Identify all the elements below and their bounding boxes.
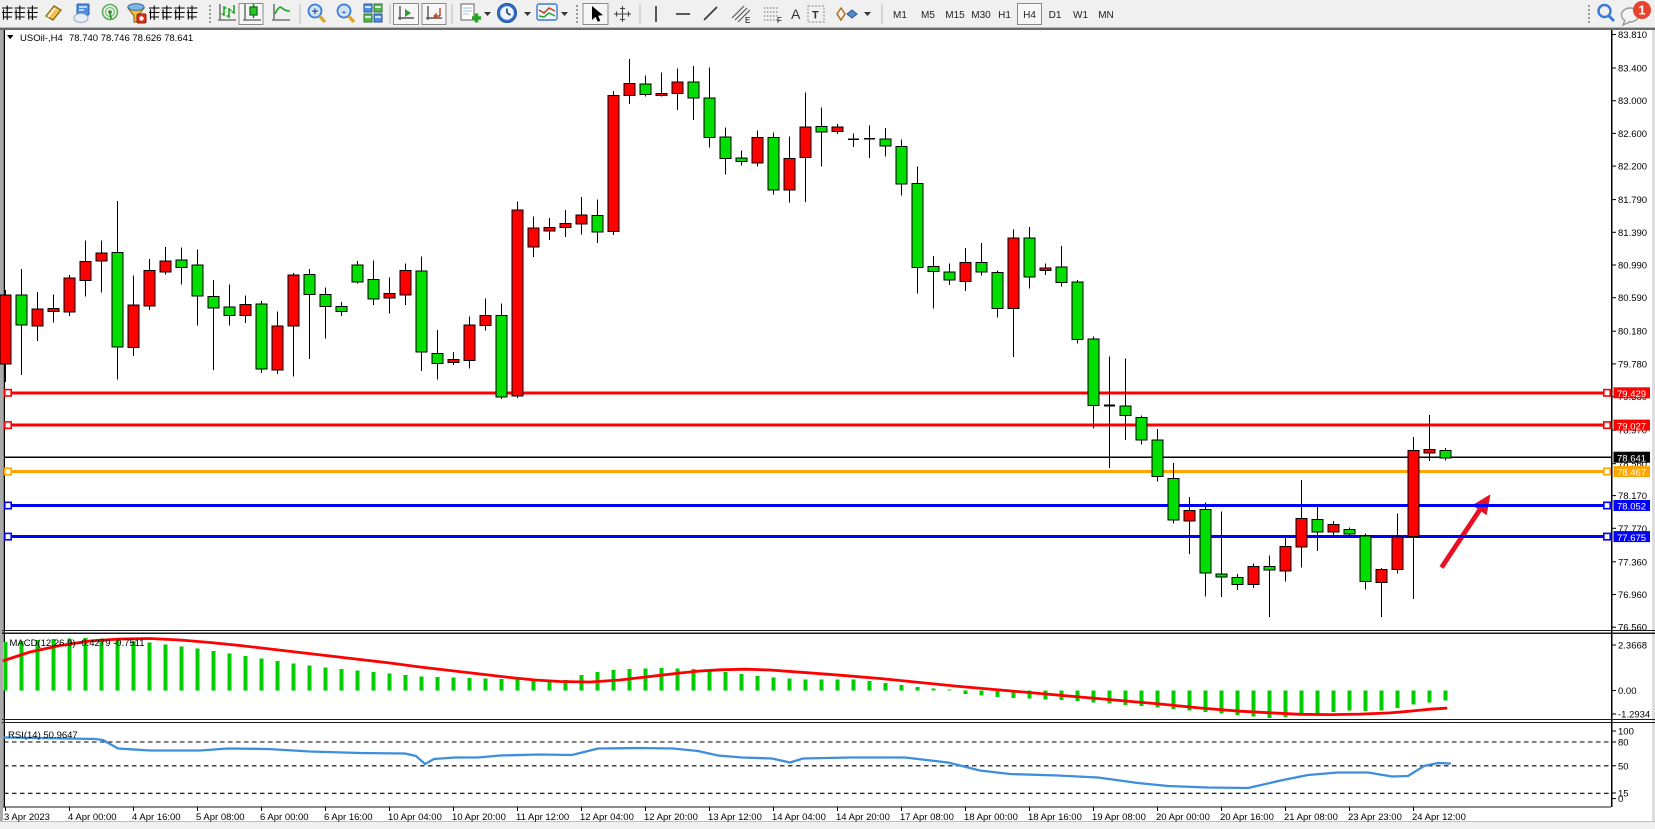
svg-text:24 Apr 12:00: 24 Apr 12:00: [1412, 812, 1466, 823]
svg-text:MACD(12,26,9) -0.4279 -0.7511: MACD(12,26,9) -0.4279 -0.7511: [10, 638, 145, 649]
svg-text:4 Apr 16:00: 4 Apr 16:00: [132, 812, 181, 823]
svg-text:76.560: 76.560: [1618, 623, 1647, 634]
svg-text:12 Apr 20:00: 12 Apr 20:00: [644, 812, 698, 823]
svg-text:83.400: 83.400: [1618, 64, 1647, 75]
svg-text:D1: D1: [1049, 10, 1062, 21]
svg-text:76.960: 76.960: [1618, 590, 1647, 601]
svg-text:13 Apr 12:00: 13 Apr 12:00: [708, 812, 762, 823]
svg-text:83.810: 83.810: [1618, 30, 1647, 41]
svg-text:18 Apr 16:00: 18 Apr 16:00: [1028, 812, 1082, 823]
svg-text:79.429: 79.429: [1617, 389, 1646, 400]
svg-text:M1: M1: [893, 10, 907, 21]
svg-text:MN: MN: [1098, 10, 1114, 21]
svg-text:10 Apr 04:00: 10 Apr 04:00: [388, 812, 442, 823]
svg-text:100: 100: [1618, 727, 1634, 738]
svg-text:78.052: 78.052: [1617, 502, 1646, 513]
svg-text:82.200: 82.200: [1618, 162, 1647, 173]
svg-text:12 Apr 04:00: 12 Apr 04:00: [580, 812, 634, 823]
svg-text:20 Apr 00:00: 20 Apr 00:00: [1156, 812, 1210, 823]
svg-text:78.467: 78.467: [1617, 468, 1646, 479]
svg-text:77.770: 77.770: [1618, 524, 1647, 535]
svg-text:78.641: 78.641: [1617, 453, 1646, 464]
svg-text:10 Apr 20:00: 10 Apr 20:00: [452, 812, 506, 823]
svg-text:80.590: 80.590: [1618, 293, 1647, 304]
svg-text:2.3668: 2.3668: [1618, 641, 1647, 652]
svg-text:78.740 78.746 78.626 78.641: 78.740 78.746 78.626 78.641: [69, 33, 193, 44]
svg-text:F: F: [777, 16, 782, 25]
svg-text:17 Apr 08:00: 17 Apr 08:00: [900, 812, 954, 823]
svg-text:80: 80: [1618, 738, 1629, 749]
svg-text:4 Apr 00:00: 4 Apr 00:00: [68, 812, 117, 823]
svg-text:14 Apr 20:00: 14 Apr 20:00: [836, 812, 890, 823]
svg-text:-: -: [342, 6, 346, 18]
svg-text:M5: M5: [921, 10, 935, 21]
svg-text:82.600: 82.600: [1618, 129, 1647, 140]
svg-text:W1: W1: [1073, 10, 1088, 21]
svg-text:0: 0: [1618, 794, 1623, 805]
svg-text:81.390: 81.390: [1618, 228, 1647, 239]
svg-text:21 Apr 08:00: 21 Apr 08:00: [1284, 812, 1338, 823]
svg-text:79.027: 79.027: [1617, 421, 1646, 432]
svg-text:USOil-,H4: USOil-,H4: [20, 33, 63, 44]
svg-text:A: A: [791, 6, 801, 22]
svg-text:50: 50: [1618, 761, 1629, 772]
svg-text:20 Apr 16:00: 20 Apr 16:00: [1220, 812, 1274, 823]
svg-text:+: +: [312, 6, 318, 18]
svg-text:T: T: [812, 10, 819, 22]
svg-text:3 Apr 2023: 3 Apr 2023: [4, 812, 50, 823]
svg-text:RSI(14) 50.9647: RSI(14) 50.9647: [8, 730, 78, 741]
svg-text:H4: H4: [1023, 10, 1036, 21]
svg-text:1: 1: [1638, 3, 1645, 18]
svg-text:5 Apr 08:00: 5 Apr 08:00: [196, 812, 245, 823]
svg-text:19 Apr 08:00: 19 Apr 08:00: [1092, 812, 1146, 823]
svg-text:83.000: 83.000: [1618, 96, 1647, 107]
svg-text:23 Apr 23:00: 23 Apr 23:00: [1348, 812, 1402, 823]
svg-text:M15: M15: [945, 10, 965, 21]
svg-text:0.00: 0.00: [1618, 686, 1637, 697]
svg-text:E: E: [745, 16, 750, 25]
svg-text:-1.2934: -1.2934: [1618, 710, 1650, 721]
svg-text:11 Apr 12:00: 11 Apr 12:00: [516, 812, 569, 823]
svg-text:79.780: 79.780: [1618, 359, 1647, 370]
svg-text:H1: H1: [998, 10, 1011, 21]
svg-text:78.970: 78.970: [1618, 426, 1647, 437]
svg-text:18 Apr 00:00: 18 Apr 00:00: [964, 812, 1018, 823]
svg-text:80.180: 80.180: [1618, 327, 1647, 338]
svg-text:80.990: 80.990: [1618, 261, 1647, 272]
svg-text:15: 15: [1618, 789, 1629, 800]
svg-text:77.360: 77.360: [1618, 557, 1647, 568]
svg-text:81.790: 81.790: [1618, 195, 1647, 206]
svg-text:14 Apr 04:00: 14 Apr 04:00: [772, 812, 826, 823]
svg-text:M30: M30: [971, 10, 991, 21]
svg-text:6 Apr 16:00: 6 Apr 16:00: [324, 812, 373, 823]
svg-text:77.675: 77.675: [1617, 533, 1646, 544]
svg-text:78.170: 78.170: [1618, 491, 1647, 502]
svg-text:78.560: 78.560: [1618, 459, 1647, 470]
svg-text:6 Apr 00:00: 6 Apr 00:00: [260, 812, 309, 823]
